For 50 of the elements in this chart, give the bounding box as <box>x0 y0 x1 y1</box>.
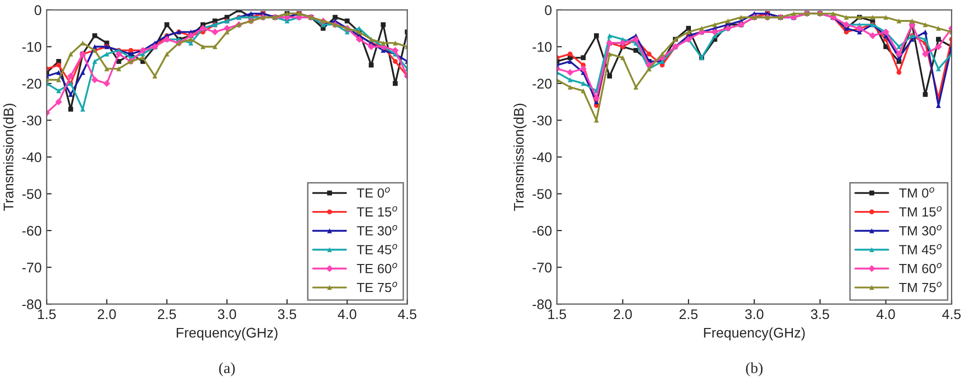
text: (a) <box>219 362 235 376</box>
x-tick-label: 3.0 <box>218 309 236 320</box>
y-tick-label: -30 <box>22 116 42 126</box>
y-tick-label: -30 <box>532 116 552 126</box>
legend-label: TE 75$^{o}$ <box>356 282 398 292</box>
y-tick-label: -10 <box>532 42 552 52</box>
legend-label: TM 15$^{o}$ <box>899 206 942 217</box>
legend-label: TE 30$^{o}$ <box>356 225 398 236</box>
y-tick-label: -80 <box>532 299 552 310</box>
legend-label: TM 60$^{o}$ <box>899 262 942 274</box>
x-tick-label: 3.5 <box>810 309 830 320</box>
x-tick-label: 2.0 <box>98 309 116 320</box>
legend-label: TM 45$^{o}$ <box>899 244 942 254</box>
x-tick-label: 2.5 <box>158 309 176 320</box>
y-axis-title: Transmission(dB) <box>3 104 16 211</box>
y-axis-title: Transmission(dB) <box>514 104 526 211</box>
y-tick-label: -80 <box>22 299 42 310</box>
y-tick-label: -60 <box>22 226 42 236</box>
legend-label: TE 15$^{o}$ <box>356 206 398 217</box>
y-tick-label: -50 <box>532 189 552 199</box>
y-tick-label: -20 <box>22 78 42 89</box>
x-tick-label: 4.0 <box>338 309 356 320</box>
x-tick-label: 4.0 <box>876 309 895 320</box>
y-tick-label: 0 <box>544 5 552 16</box>
x-tick-label: 3.5 <box>278 309 296 320</box>
x-tick-label: 3.0 <box>745 309 764 320</box>
x-tick-label: 1.5 <box>548 309 566 320</box>
y-tick-label: -70 <box>22 262 42 272</box>
legend-label: TE 45$^{o}$ <box>356 244 398 254</box>
legend-label: TM 75$^{o}$ <box>899 282 942 292</box>
y-tick-label: -70 <box>532 262 552 272</box>
y-tick-label: -50 <box>22 189 42 199</box>
text: (b) <box>746 362 763 376</box>
y-tick-label: -60 <box>532 226 552 236</box>
legend-label: TM 0$^{o}$ <box>899 187 934 198</box>
y-tick-label: 0 <box>34 5 42 16</box>
x-tick-label: 4.5 <box>398 309 416 320</box>
x-tick-label: 2.0 <box>614 309 632 320</box>
y-tick-label: -40 <box>532 152 552 162</box>
y-tick-label: -10 <box>22 42 42 52</box>
x-tick-label: 1.5 <box>38 309 56 320</box>
y-tick-label: -20 <box>532 78 552 89</box>
x-axis-title: Frequency(GHz) <box>704 327 805 340</box>
x-tick-label: 4.5 <box>942 309 961 320</box>
x-tick-label: 2.5 <box>680 309 698 320</box>
legend-label: TE 60$^{o}$ <box>356 262 398 274</box>
legend-label: TE 0$^{o}$ <box>356 187 390 198</box>
legend-label: TM 30$^{o}$ <box>899 225 942 236</box>
y-tick-label: -40 <box>22 152 42 162</box>
x-axis-title: Frequency(GHz) <box>176 327 278 340</box>
